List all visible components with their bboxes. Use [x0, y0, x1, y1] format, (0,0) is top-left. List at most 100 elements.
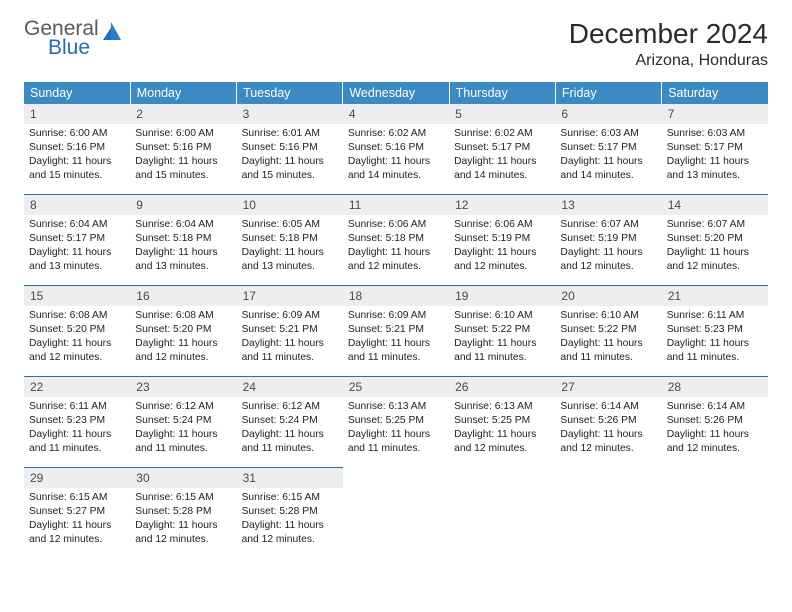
- day-info: Sunrise: 6:06 AMSunset: 5:19 PMDaylight:…: [449, 215, 555, 278]
- day-info: Sunrise: 6:01 AMSunset: 5:16 PMDaylight:…: [237, 124, 343, 187]
- day-cell: 9Sunrise: 6:04 AMSunset: 5:18 PMDaylight…: [130, 195, 236, 286]
- day-cell: 28Sunrise: 6:14 AMSunset: 5:26 PMDayligh…: [662, 377, 768, 468]
- weekday-header: Tuesday: [237, 82, 343, 104]
- day-cell: 3Sunrise: 6:01 AMSunset: 5:16 PMDaylight…: [237, 104, 343, 195]
- weekday-header: Sunday: [24, 82, 130, 104]
- day-cell: 30Sunrise: 6:15 AMSunset: 5:28 PMDayligh…: [130, 468, 236, 559]
- logo: General Blue: [24, 18, 121, 58]
- day-number: 24: [237, 377, 343, 397]
- day-number: 18: [343, 286, 449, 306]
- day-cell: 13Sunrise: 6:07 AMSunset: 5:19 PMDayligh…: [555, 195, 661, 286]
- day-number: 17: [237, 286, 343, 306]
- day-info: Sunrise: 6:15 AMSunset: 5:28 PMDaylight:…: [237, 488, 343, 551]
- day-info: Sunrise: 6:11 AMSunset: 5:23 PMDaylight:…: [662, 306, 768, 369]
- day-cell: 5Sunrise: 6:02 AMSunset: 5:17 PMDaylight…: [449, 104, 555, 195]
- day-cell: 1Sunrise: 6:00 AMSunset: 5:16 PMDaylight…: [24, 104, 130, 195]
- day-cell: 25Sunrise: 6:13 AMSunset: 5:25 PMDayligh…: [343, 377, 449, 468]
- day-cell: 4Sunrise: 6:02 AMSunset: 5:16 PMDaylight…: [343, 104, 449, 195]
- day-info: Sunrise: 6:13 AMSunset: 5:25 PMDaylight:…: [343, 397, 449, 460]
- day-info: Sunrise: 6:02 AMSunset: 5:16 PMDaylight:…: [343, 124, 449, 187]
- day-info: Sunrise: 6:12 AMSunset: 5:24 PMDaylight:…: [237, 397, 343, 460]
- day-cell: 11Sunrise: 6:06 AMSunset: 5:18 PMDayligh…: [343, 195, 449, 286]
- day-number: 22: [24, 377, 130, 397]
- day-info: Sunrise: 6:07 AMSunset: 5:20 PMDaylight:…: [662, 215, 768, 278]
- day-info: Sunrise: 6:02 AMSunset: 5:17 PMDaylight:…: [449, 124, 555, 187]
- day-cell: 6Sunrise: 6:03 AMSunset: 5:17 PMDaylight…: [555, 104, 661, 195]
- day-info: Sunrise: 6:09 AMSunset: 5:21 PMDaylight:…: [343, 306, 449, 369]
- day-number: 16: [130, 286, 236, 306]
- day-info: Sunrise: 6:10 AMSunset: 5:22 PMDaylight:…: [449, 306, 555, 369]
- day-info: Sunrise: 6:00 AMSunset: 5:16 PMDaylight:…: [24, 124, 130, 187]
- day-info: Sunrise: 6:06 AMSunset: 5:18 PMDaylight:…: [343, 215, 449, 278]
- day-number: 2: [130, 104, 236, 124]
- weekday-header: Friday: [555, 82, 661, 104]
- day-number: 28: [662, 377, 768, 397]
- day-number: 23: [130, 377, 236, 397]
- day-cell: 10Sunrise: 6:05 AMSunset: 5:18 PMDayligh…: [237, 195, 343, 286]
- day-cell: 19Sunrise: 6:10 AMSunset: 5:22 PMDayligh…: [449, 286, 555, 377]
- day-info: Sunrise: 6:08 AMSunset: 5:20 PMDaylight:…: [24, 306, 130, 369]
- day-cell: 12Sunrise: 6:06 AMSunset: 5:19 PMDayligh…: [449, 195, 555, 286]
- day-cell: 26Sunrise: 6:13 AMSunset: 5:25 PMDayligh…: [449, 377, 555, 468]
- day-cell: 23Sunrise: 6:12 AMSunset: 5:24 PMDayligh…: [130, 377, 236, 468]
- weekday-header: Saturday: [662, 82, 768, 104]
- day-info: Sunrise: 6:03 AMSunset: 5:17 PMDaylight:…: [662, 124, 768, 187]
- day-cell: 31Sunrise: 6:15 AMSunset: 5:28 PMDayligh…: [237, 468, 343, 559]
- day-info: Sunrise: 6:12 AMSunset: 5:24 PMDaylight:…: [130, 397, 236, 460]
- day-cell: 8Sunrise: 6:04 AMSunset: 5:17 PMDaylight…: [24, 195, 130, 286]
- logo-triangle-icon: [111, 22, 121, 40]
- title-block: December 2024 Arizona, Honduras: [569, 18, 768, 70]
- day-cell: 24Sunrise: 6:12 AMSunset: 5:24 PMDayligh…: [237, 377, 343, 468]
- day-number: 14: [662, 195, 768, 215]
- day-number: 11: [343, 195, 449, 215]
- day-info: Sunrise: 6:08 AMSunset: 5:20 PMDaylight:…: [130, 306, 236, 369]
- day-number: 31: [237, 468, 343, 488]
- day-info: Sunrise: 6:04 AMSunset: 5:17 PMDaylight:…: [24, 215, 130, 278]
- day-cell: 14Sunrise: 6:07 AMSunset: 5:20 PMDayligh…: [662, 195, 768, 286]
- day-number: 7: [662, 104, 768, 124]
- logo-line2: Blue: [48, 37, 99, 58]
- weekday-header: Monday: [130, 82, 236, 104]
- day-number: 12: [449, 195, 555, 215]
- day-number: 4: [343, 104, 449, 124]
- day-cell: 2Sunrise: 6:00 AMSunset: 5:16 PMDaylight…: [130, 104, 236, 195]
- day-cell: 18Sunrise: 6:09 AMSunset: 5:21 PMDayligh…: [343, 286, 449, 377]
- day-number: 26: [449, 377, 555, 397]
- day-info: Sunrise: 6:04 AMSunset: 5:18 PMDaylight:…: [130, 215, 236, 278]
- day-cell: 7Sunrise: 6:03 AMSunset: 5:17 PMDaylight…: [662, 104, 768, 195]
- day-info: Sunrise: 6:10 AMSunset: 5:22 PMDaylight:…: [555, 306, 661, 369]
- day-number: 15: [24, 286, 130, 306]
- empty-cell: [555, 468, 661, 559]
- empty-cell: [449, 468, 555, 559]
- day-number: 27: [555, 377, 661, 397]
- day-info: Sunrise: 6:05 AMSunset: 5:18 PMDaylight:…: [237, 215, 343, 278]
- day-number: 29: [24, 468, 130, 488]
- day-number: 5: [449, 104, 555, 124]
- day-cell: 29Sunrise: 6:15 AMSunset: 5:27 PMDayligh…: [24, 468, 130, 559]
- day-number: 30: [130, 468, 236, 488]
- day-number: 10: [237, 195, 343, 215]
- day-info: Sunrise: 6:11 AMSunset: 5:23 PMDaylight:…: [24, 397, 130, 460]
- weekday-header: Thursday: [449, 82, 555, 104]
- day-number: 3: [237, 104, 343, 124]
- day-number: 21: [662, 286, 768, 306]
- page-title: December 2024: [569, 18, 768, 50]
- empty-cell: [343, 468, 449, 559]
- day-cell: 15Sunrise: 6:08 AMSunset: 5:20 PMDayligh…: [24, 286, 130, 377]
- empty-cell: [662, 468, 768, 559]
- day-info: Sunrise: 6:15 AMSunset: 5:27 PMDaylight:…: [24, 488, 130, 551]
- day-info: Sunrise: 6:00 AMSunset: 5:16 PMDaylight:…: [130, 124, 236, 187]
- day-number: 13: [555, 195, 661, 215]
- day-cell: 17Sunrise: 6:09 AMSunset: 5:21 PMDayligh…: [237, 286, 343, 377]
- day-cell: 22Sunrise: 6:11 AMSunset: 5:23 PMDayligh…: [24, 377, 130, 468]
- day-number: 20: [555, 286, 661, 306]
- location: Arizona, Honduras: [569, 52, 768, 70]
- day-number: 19: [449, 286, 555, 306]
- day-number: 9: [130, 195, 236, 215]
- day-number: 6: [555, 104, 661, 124]
- day-info: Sunrise: 6:14 AMSunset: 5:26 PMDaylight:…: [662, 397, 768, 460]
- calendar-table: SundayMondayTuesdayWednesdayThursdayFrid…: [24, 82, 768, 558]
- weekday-header: Wednesday: [343, 82, 449, 104]
- day-info: Sunrise: 6:07 AMSunset: 5:19 PMDaylight:…: [555, 215, 661, 278]
- day-number: 25: [343, 377, 449, 397]
